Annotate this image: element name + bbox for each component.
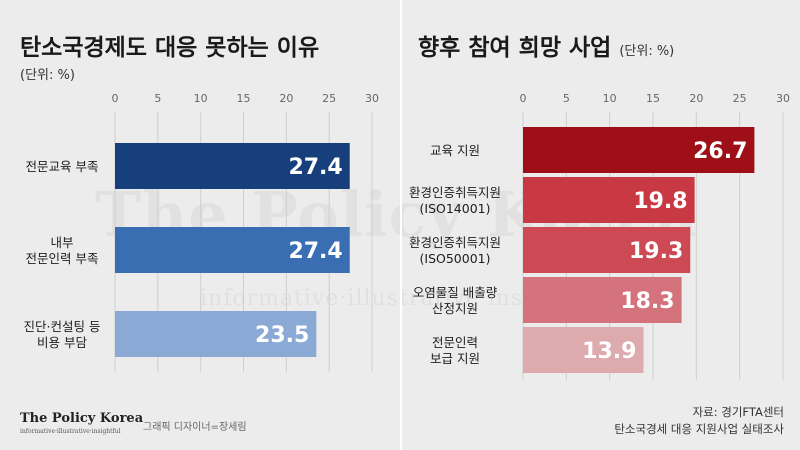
left-chart-unit: (단위: %) — [20, 68, 75, 83]
left-category-label: 내부 — [50, 235, 73, 250]
right-bar — [523, 127, 755, 173]
right-category-label: 산정지원 — [432, 301, 478, 316]
left-value-label: 27.4 — [288, 239, 342, 264]
right-chart-title-text: 향후 참여 희망 사업 — [418, 35, 612, 61]
source-line-2: 탄소국경세 대응 지원사업 실태조사 — [614, 422, 784, 436]
logo: The Policy Korea — [20, 411, 144, 426]
left-tick-label: 15 — [237, 92, 251, 105]
right-value-label: 19.8 — [633, 189, 687, 214]
right-tick-label: 5 — [563, 92, 570, 105]
left-bar — [115, 227, 350, 273]
right-category-label: 환경인증취득지원 — [409, 185, 501, 200]
left-tick-label: 25 — [322, 92, 336, 105]
logo-tagline: informative·illustrative·insightful — [20, 428, 121, 435]
right-chart-title: 향후 참여 희망 사업 (단위: %) — [418, 28, 674, 62]
left-category-label: 비용 부담 — [37, 335, 87, 350]
right-bar — [523, 177, 695, 223]
right-value-label: 26.7 — [693, 139, 747, 164]
left-chart-title: 탄소국경제도 대응 못하는 이유 — [20, 28, 319, 62]
right-bar — [523, 327, 644, 373]
right-tick-label: 30 — [776, 92, 790, 105]
left-tick-label: 20 — [279, 92, 293, 105]
right-chart-unit: (단위: %) — [619, 44, 675, 59]
right-category-label: (ISO50001) — [420, 251, 491, 266]
right-tick-label: 15 — [646, 92, 660, 105]
left-tick-label: 5 — [154, 92, 161, 105]
right-category-label: (ISO14001) — [420, 201, 491, 216]
right-category-label: 보급 지원 — [430, 351, 480, 366]
right-bar — [523, 227, 691, 273]
panel-divider — [400, 0, 402, 450]
designer-credit: 그래픽 디자이너=장세림 — [143, 422, 247, 433]
left-chart-title-text: 탄소국경제도 대응 못하는 이유 — [20, 35, 320, 61]
right-tick-label: 10 — [603, 92, 617, 105]
left-category-label: 전문인력 부족 — [26, 251, 99, 266]
left-value-label: 27.4 — [288, 155, 342, 180]
right-tick-label: 0 — [520, 92, 527, 105]
right-category-label: 교육 지원 — [430, 143, 480, 158]
source-note: 자료: 경기FTA센터 탄소국경세 대응 지원사업 실태조사 — [614, 404, 784, 438]
right-category-label: 환경인증취득지원 — [409, 235, 501, 250]
left-bar — [115, 311, 317, 357]
right-category-label: 전문인력 — [432, 335, 478, 350]
left-tick-label: 10 — [194, 92, 208, 105]
right-bar — [523, 277, 682, 323]
right-value-label: 18.3 — [620, 289, 674, 314]
right-tick-label: 20 — [689, 92, 703, 105]
left-bar — [115, 143, 350, 189]
left-value-label: 23.5 — [255, 323, 309, 348]
source-line-1: 자료: 경기FTA센터 — [692, 405, 784, 419]
right-tick-label: 25 — [733, 92, 747, 105]
left-tick-label: 30 — [365, 92, 379, 105]
left-category-label: 진단·컨설팅 등 — [24, 319, 101, 334]
right-category-label: 오염물질 배출량 — [413, 285, 498, 300]
left-category-label: 전문교육 부족 — [26, 159, 99, 174]
left-tick-label: 0 — [112, 92, 119, 105]
right-value-label: 19.3 — [629, 239, 683, 264]
right-value-label: 13.9 — [582, 339, 636, 364]
